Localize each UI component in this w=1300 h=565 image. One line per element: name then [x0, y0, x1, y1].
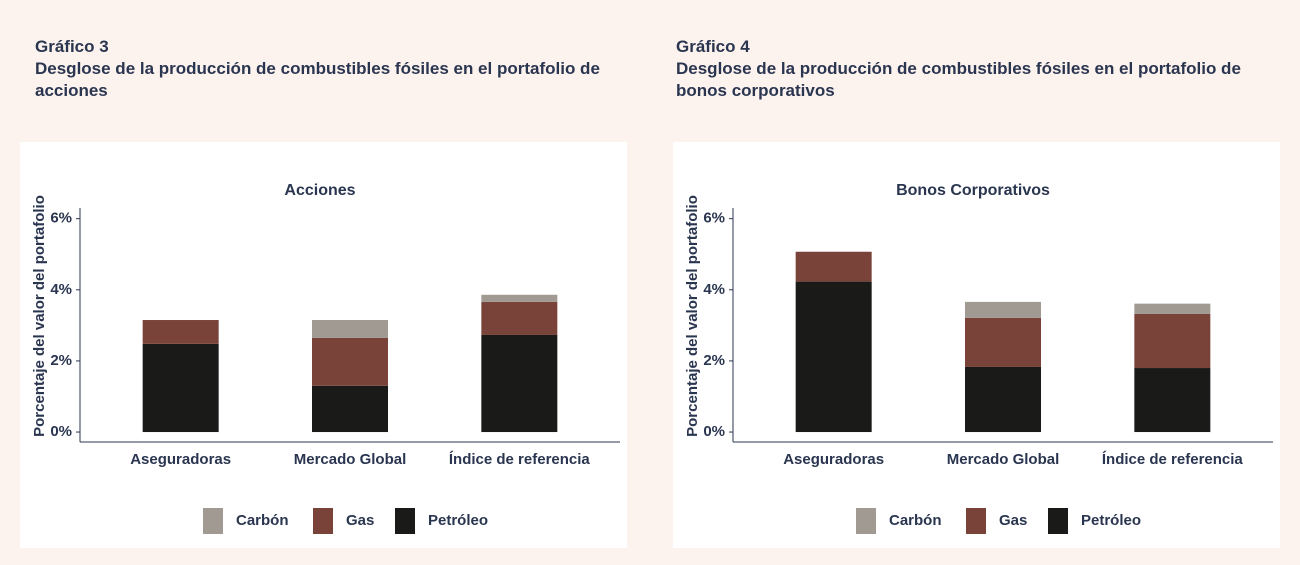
bar-segment [481, 301, 558, 335]
figure-heading: Desglose de la producción de combustible… [676, 59, 1241, 100]
figure-heading: Desglose de la producción de combustible… [35, 59, 600, 100]
bar-segment [1134, 368, 1211, 433]
x-tick-label: Mercado Global [294, 451, 407, 468]
figure-label: Gráfico 4 [676, 37, 750, 56]
legend-swatch [966, 508, 986, 534]
legend-label: Petróleo [1081, 512, 1141, 529]
legend-swatch [856, 508, 876, 534]
x-tick-label: Mercado Global [947, 451, 1060, 468]
bar-segment [1134, 313, 1211, 369]
y-tick-label: 0% [703, 423, 725, 440]
bar-segment [142, 320, 219, 344]
y-axis-label: Porcentaje del valor del portafolio [684, 195, 701, 437]
y-tick-label: 2% [50, 352, 72, 369]
heading: Gráfico 3 Desglose de la producción de co… [35, 36, 615, 102]
legend-label: Gas [346, 512, 374, 529]
bar-segment [1134, 303, 1211, 314]
legend-swatch [313, 508, 333, 534]
legend-swatch [1048, 508, 1068, 534]
chart: Bonos Corporativos Porcentaje del valor d… [684, 182, 1273, 534]
heading: Gráfico 4 Desglose de la producción de co… [676, 36, 1256, 102]
x-tick-label: Índice de referencia [1102, 451, 1244, 468]
legend-label: Carbón [236, 512, 289, 529]
bar-segment [312, 320, 388, 338]
x-tick-label: Aseguradoras [130, 451, 231, 468]
legend-label: Gas [999, 512, 1027, 529]
y-tick-label: 6% [703, 210, 725, 227]
x-tick-label: Índice de referencia [449, 451, 591, 468]
y-tick-label: 4% [703, 281, 725, 298]
y-axis-label: Porcentaje del valor del portafolio [31, 195, 48, 437]
chart-title: Acciones [284, 182, 355, 199]
bar-segment [142, 343, 219, 433]
bar-segment [965, 366, 1041, 433]
bar-segment [965, 301, 1041, 318]
legend-swatch [395, 508, 415, 534]
bar-segment [481, 334, 558, 433]
bar-segment [312, 385, 388, 433]
bar-segment [795, 251, 872, 282]
x-tick-label: Aseguradoras [783, 451, 884, 468]
y-tick-label: 6% [50, 210, 72, 227]
chart-panel: Bonos Corporativos Porcentaje del valor d… [673, 142, 1280, 548]
bar-segment [965, 317, 1041, 367]
chart-title: Bonos Corporativos [896, 182, 1050, 199]
bar-segment [481, 294, 558, 302]
legend-swatch [203, 508, 223, 534]
y-tick-label: 2% [703, 352, 725, 369]
y-tick-label: 4% [50, 281, 72, 298]
chart-panel: Acciones Porcentaje del valor del portafo… [20, 142, 627, 548]
bar-segment [795, 281, 872, 433]
y-tick-label: 0% [50, 423, 72, 440]
bar-segment [312, 337, 388, 386]
chart: Acciones Porcentaje del valor del portafo… [31, 182, 620, 534]
legend-label: Carbón [889, 512, 942, 529]
legend-label: Petróleo [428, 512, 488, 529]
figure-label: Gráfico 3 [35, 37, 109, 56]
